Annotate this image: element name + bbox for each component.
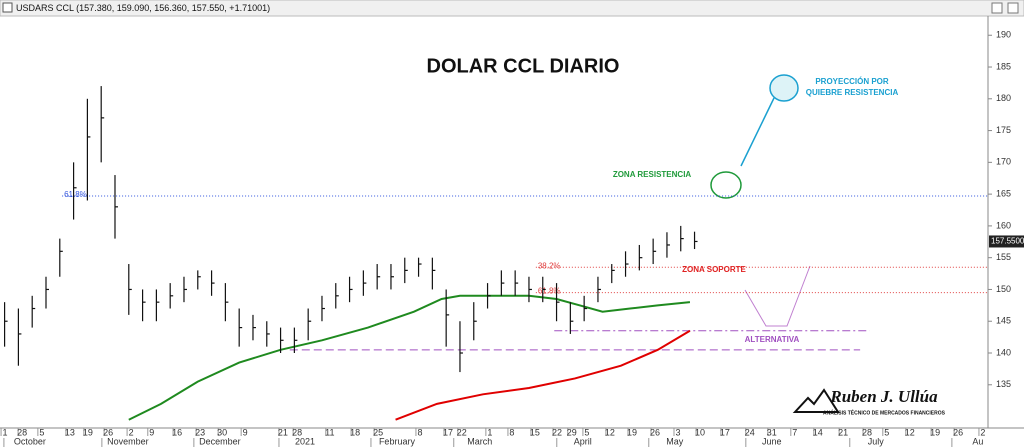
last-price-label: 157.5500 (991, 237, 1024, 246)
x-tick-label: 22 (552, 427, 562, 437)
x-tick-label: 8 (509, 427, 514, 437)
x-tick-label: 11 (325, 427, 334, 437)
y-tick-label: 150 (996, 284, 1011, 294)
x-tick-label: 23 (195, 427, 205, 437)
level-label: 61.8% (538, 287, 561, 296)
x-tick-label: 28 (17, 427, 27, 437)
x-tick-label: 28 (292, 427, 302, 437)
y-tick-label: 135 (996, 379, 1011, 389)
y-tick-label: 190 (996, 30, 1011, 40)
projection-arrow (740, 97, 775, 167)
logo-name: Ruben J. Ullúa (829, 387, 938, 406)
x-tick-label: 28 (862, 427, 872, 437)
window-button[interactable] (1007, 2, 1019, 14)
annotation: PROYECCIÓN POR (815, 77, 889, 86)
month-label: November (107, 436, 149, 446)
x-tick-label: 31 (767, 427, 777, 437)
month-label: March (467, 436, 492, 446)
month-label: December (199, 436, 241, 446)
month-label: Au (972, 436, 983, 446)
x-tick-label: 19 (627, 427, 637, 437)
y-tick-label: 145 (996, 316, 1011, 326)
x-tick-label: 19 (83, 427, 93, 437)
y-tick-label: 175 (996, 125, 1011, 135)
x-tick-label: 21 (278, 427, 288, 437)
x-tick-label: 8 (417, 427, 422, 437)
annotation: ZONA RESISTENCIA (613, 170, 692, 179)
x-tick-label: 15 (530, 427, 540, 437)
resistance-circle (710, 171, 742, 199)
moving-average (128, 294, 691, 421)
y-tick-label: 170 (996, 157, 1011, 167)
x-tick-label: 7 (792, 427, 797, 437)
x-tick-label: 1 (487, 427, 492, 437)
x-tick-label: 5 (39, 427, 44, 437)
month-label: 2021 (295, 436, 315, 446)
x-tick-label: 16 (172, 427, 182, 437)
window-button[interactable] (991, 2, 1003, 14)
y-tick-label: 185 (996, 61, 1011, 71)
x-tick-label: 5 (584, 427, 589, 437)
x-tick-label: 2 (980, 427, 985, 437)
level-label: 61.8% (64, 190, 87, 199)
moving-average (395, 329, 691, 421)
chart-title: DOLAR CCL DIARIO (427, 55, 620, 77)
y-tick-label: 160 (996, 220, 1011, 230)
x-tick-label: 12 (905, 427, 915, 437)
logo-tagline: ANÁLISIS TÉCNICO DE MERCADOS FINANCIEROS (823, 408, 946, 416)
annotation: QUIEBRE RESISTENCIA (806, 88, 899, 97)
x-tick-label: 13 (65, 427, 75, 437)
x-tick-label: 25 (373, 427, 383, 437)
month-label: May (666, 436, 684, 446)
y-tick-label: 165 (996, 189, 1011, 199)
x-tick-label: 3 (675, 427, 680, 437)
y-tick-label: 180 (996, 93, 1011, 103)
x-tick-label: 29 (567, 427, 577, 437)
x-tick-label: 24 (745, 427, 755, 437)
x-tick-label: 2 (129, 427, 134, 437)
x-tick-label: 9 (149, 427, 154, 437)
x-tick-label: 19 (930, 427, 940, 437)
x-tick-label: 9 (243, 427, 248, 437)
last-price-box (989, 235, 1024, 248)
x-tick-label: 21 (838, 427, 848, 437)
alternative-arrows (744, 265, 811, 327)
x-tick-label: 12 (605, 427, 615, 437)
projection-circle (769, 74, 799, 102)
header-text: USDARS CCL (157.380, 159.090, 156.360, 1… (16, 3, 270, 13)
x-tick-label: 17 (720, 427, 730, 437)
x-tick-label: 14 (813, 427, 823, 437)
x-tick-label: 1 (3, 427, 8, 437)
annotation: ZONA SOPORTE (682, 265, 746, 274)
x-tick-label: 30 (217, 427, 227, 437)
logo-mountains (792, 388, 840, 413)
header-bar (0, 0, 1024, 17)
month-label: April (574, 436, 592, 446)
month-label: October (14, 436, 46, 446)
month-label: July (868, 436, 885, 446)
x-tick-label: 10 (695, 427, 705, 437)
x-tick-label: 22 (457, 427, 467, 437)
month-label: February (379, 436, 416, 446)
y-tick-label: 140 (996, 347, 1011, 357)
month-label: June (762, 436, 782, 446)
x-tick-label: 18 (350, 427, 360, 437)
annotation: ALTERNATIVA (745, 335, 800, 344)
x-tick-label: 26 (953, 427, 963, 437)
x-tick-label: 5 (884, 427, 889, 437)
x-tick-label: 26 (103, 427, 113, 437)
x-tick-label: 26 (650, 427, 660, 437)
header-icon (2, 2, 13, 13)
level-label: 38.2% (538, 261, 561, 270)
y-tick-label: 155 (996, 252, 1011, 262)
x-tick-label: 17 (443, 427, 453, 437)
